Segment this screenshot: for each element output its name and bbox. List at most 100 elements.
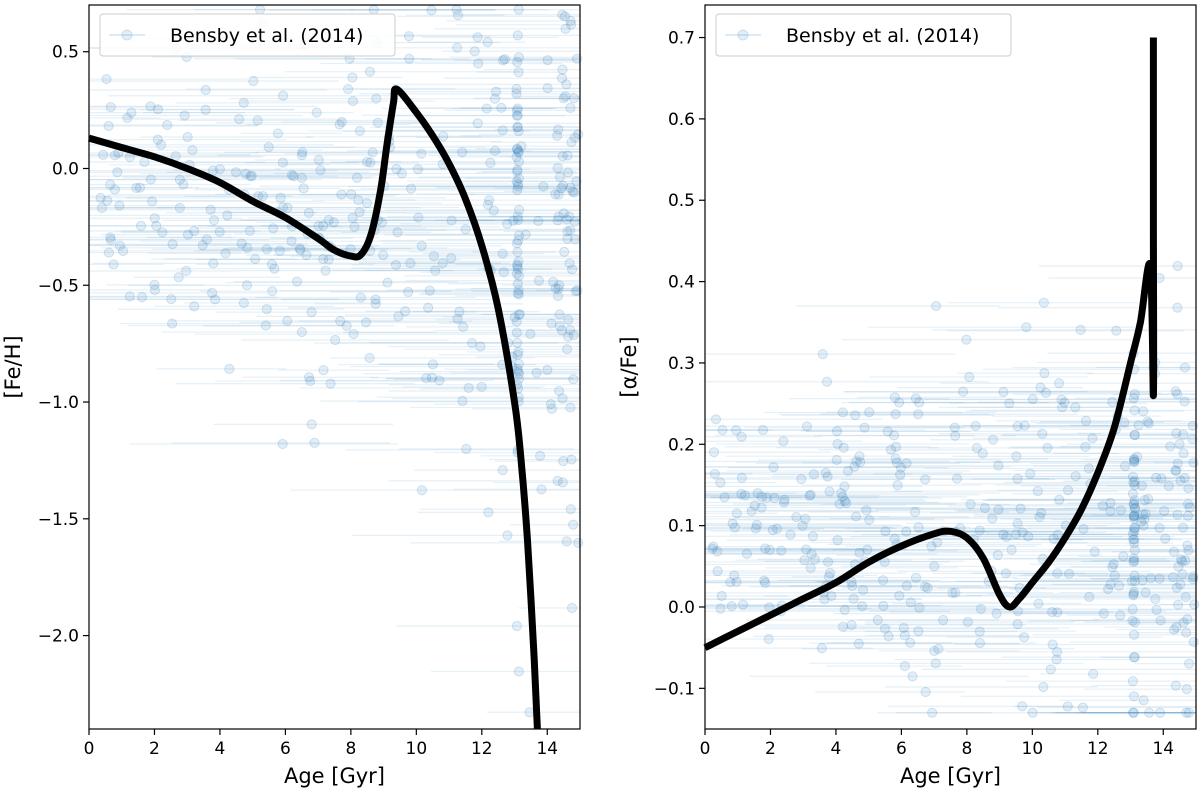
data-point (1047, 639, 1058, 650)
data-point (1129, 570, 1140, 581)
data-point (513, 235, 524, 246)
data-point (559, 246, 570, 257)
data-point (261, 244, 272, 255)
data-point (513, 289, 524, 300)
data-point (512, 181, 524, 192)
data-point (1170, 680, 1181, 691)
data-point (855, 457, 866, 468)
y-tick-label: 0.2 (668, 435, 695, 455)
data-point (152, 134, 163, 145)
data-point (496, 102, 507, 113)
data-point (355, 292, 366, 303)
data-point (139, 156, 150, 168)
data-point (421, 373, 432, 384)
data-point (776, 545, 787, 556)
data-point (1052, 607, 1063, 618)
data-point (1114, 580, 1125, 591)
data-point (511, 105, 523, 116)
data-point (274, 245, 285, 256)
data-point (122, 112, 133, 124)
data-point (715, 603, 726, 614)
data-point (315, 165, 326, 176)
data-point (533, 275, 545, 286)
data-point (571, 176, 582, 187)
data-point (879, 623, 891, 634)
data-point (131, 182, 142, 194)
data-point (151, 220, 162, 231)
data-point (1054, 494, 1065, 505)
data-point (573, 537, 584, 548)
feh-panel: 0 2 4 6 8 10 12 14 0.5 0.0 −0.5 −1.0 −1.5 −2.0 Age [… (1, 4, 584, 788)
data-point (102, 195, 113, 206)
data-point (835, 488, 847, 499)
data-point (166, 293, 177, 305)
data-point (987, 434, 999, 445)
data-point (565, 182, 576, 193)
data-point (488, 205, 499, 216)
data-point (490, 86, 502, 97)
data-point (1111, 325, 1122, 336)
data-point (1187, 573, 1199, 585)
data-point (209, 294, 221, 305)
data-point (1128, 510, 1140, 522)
data-point (791, 511, 802, 523)
data-point (568, 93, 580, 104)
data-point (557, 477, 568, 488)
data-point (1128, 652, 1140, 663)
data-point (346, 189, 357, 200)
data-point (512, 246, 523, 258)
data-point (382, 277, 393, 288)
data-point (512, 103, 523, 114)
data-point (1154, 573, 1165, 584)
data-point (1143, 418, 1154, 429)
data-point (364, 66, 376, 77)
data-point (727, 518, 738, 529)
data-point (269, 263, 280, 274)
data-point (1128, 556, 1139, 567)
data-point (561, 536, 572, 547)
data-point (341, 320, 352, 331)
data-point (520, 229, 531, 240)
data-point (861, 505, 872, 516)
data-point (979, 502, 991, 514)
data-point (412, 164, 424, 175)
data-point (1184, 502, 1195, 513)
data-point (306, 419, 317, 430)
data-point (502, 218, 513, 230)
data-point (883, 631, 894, 642)
data-point (1179, 362, 1190, 373)
data-point (542, 83, 553, 94)
data-point (562, 233, 573, 244)
data-point (1132, 451, 1143, 462)
data-point (1140, 587, 1151, 598)
data-point (1075, 324, 1086, 335)
data-point (457, 395, 468, 407)
data-point (998, 529, 1009, 540)
data-point (962, 616, 973, 628)
data-point (1168, 546, 1180, 557)
data-point (1128, 477, 1139, 488)
data-point (1059, 397, 1070, 408)
data-point (1127, 676, 1138, 687)
data-point (513, 146, 524, 157)
data-point (297, 147, 308, 158)
data-point (513, 173, 524, 184)
y-tick-label: 0.4 (668, 273, 695, 293)
data-point (832, 438, 843, 450)
data-point (295, 244, 306, 256)
data-point (200, 104, 211, 116)
data-point (214, 226, 225, 238)
data-point (1128, 499, 1139, 510)
data-point (556, 183, 567, 194)
data-point (246, 170, 257, 182)
data-point (553, 283, 564, 295)
feh-y-axis-label: [Fe/H] (1, 335, 25, 398)
data-point (750, 523, 761, 534)
data-point (272, 128, 284, 139)
data-point (325, 378, 336, 389)
data-point (842, 465, 854, 477)
data-point (405, 257, 416, 269)
data-point (553, 124, 564, 135)
y-tick-label: 0.0 (668, 598, 695, 618)
feh-errorbars (89, 9, 580, 713)
